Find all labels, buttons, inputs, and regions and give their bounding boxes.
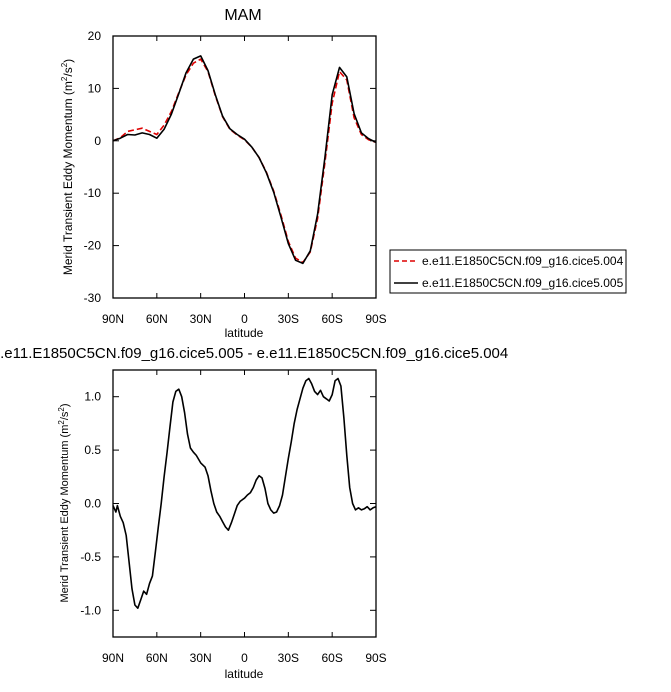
diff-x-tick-label: 90N <box>102 651 124 665</box>
panel-top: MAM 90N 60N 30N 0 30S 60S 90S 20 10 0 -10 -20 -30 Me… <box>60 7 627 340</box>
diff-chart-title: e.e11.E1850C5CN.f09_g16.cice5.005 - e.e1… <box>0 345 508 362</box>
diff-series-line-1 <box>112 377 377 610</box>
svg-text:Merid Transient Eddy Momentum: Merid Transient Eddy Momentum (m2/s2) <box>57 403 71 602</box>
x-tick-label: 90S <box>365 312 386 326</box>
diff-y-axis-title-sup-1: 2 <box>57 420 66 425</box>
diff-y-axis-title-close: ) <box>59 403 71 407</box>
y-tick-label: -10 <box>84 186 102 200</box>
diff-y-axis-title-sup-2: 2 <box>57 407 66 412</box>
x-tick-label: 30S <box>278 312 299 326</box>
chart-title: MAM <box>224 7 261 24</box>
y-axis-title: Merid Transient Eddy Momentum (m2/s2) <box>60 59 75 275</box>
diff-x-axis-title: latitude <box>225 667 264 681</box>
x-tick-label: 60N <box>146 312 168 326</box>
plot-frame <box>112 35 377 299</box>
x-axis-title: latitude <box>225 326 264 340</box>
diff-y-tick-label: 0.0 <box>84 497 101 511</box>
y-axis-title-units: /s <box>61 67 75 76</box>
diff-plot-frame <box>112 369 377 638</box>
diff-x-tick-label: 30N <box>190 651 212 665</box>
y-tick-label: 10 <box>88 81 102 95</box>
series-line-1 <box>112 58 377 264</box>
diff-x-tick-label: 0 <box>241 651 248 665</box>
y-axis-title-close: ) <box>61 59 75 63</box>
diff-y-tick-label: -0.5 <box>80 550 101 564</box>
y-tick-label: 0 <box>94 134 101 148</box>
x-tick-label: 30N <box>190 312 212 326</box>
legend-box <box>389 249 627 294</box>
diff-y-axis-title-main: Merid Transient Eddy Momentum (m <box>59 425 71 603</box>
y-axis-title-sup-1: 2 <box>60 76 69 81</box>
svg-text:Merid Transient Eddy Momentum: Merid Transient Eddy Momentum (m2/s2) <box>60 59 75 275</box>
diff-x-tick-label: 60N <box>146 651 168 665</box>
panel-bottom: e.e11.E1850C5CN.f09_g16.cice5.005 - e.e1… <box>0 345 508 681</box>
y-tick-label: -30 <box>84 291 102 305</box>
diff-y-axis-title-units: /s <box>59 411 71 420</box>
diff-y-tick-label: -1.0 <box>80 603 101 617</box>
diff-y-tick-label: 1.0 <box>84 390 101 404</box>
y-axis-title-sup-2: 2 <box>60 62 69 67</box>
y-tick-label: 20 <box>88 29 102 43</box>
diff-x-tick-label: 60S <box>321 651 342 665</box>
diff-x-tick-label: 30S <box>278 651 299 665</box>
y-tick-label: -20 <box>84 239 102 253</box>
legend: e.e11.E1850C5CN.f09_g16.cice5.004 e.e11.… <box>389 249 627 294</box>
plot-area: 90N 60N 30N 0 30S 60S 90S 20 10 0 -10 -20 -30 <box>84 29 387 326</box>
series-line-2 <box>112 55 377 265</box>
legend-label-004: e.e11.E1850C5CN.f09_g16.cice5.004 <box>422 254 624 268</box>
diff-y-axis-title: Merid Transient Eddy Momentum (m2/s2) <box>57 403 71 602</box>
x-tick-label: 90N <box>102 312 124 326</box>
legend-label-005: e.e11.E1850C5CN.f09_g16.cice5.005 <box>422 276 624 290</box>
diff-y-tick-label: 0.5 <box>84 443 101 457</box>
x-tick-label: 60S <box>321 312 342 326</box>
y-axis-title-main: Merid Transient Eddy Momentum (m <box>61 81 75 275</box>
diff-plot-area: 90N 60N 30N 0 30S 60S 90S 1.0 0.5 0.0 -0.5 -1.0 <box>80 370 387 665</box>
x-tick-label: 0 <box>241 312 248 326</box>
diff-x-tick-label: 90S <box>365 651 386 665</box>
